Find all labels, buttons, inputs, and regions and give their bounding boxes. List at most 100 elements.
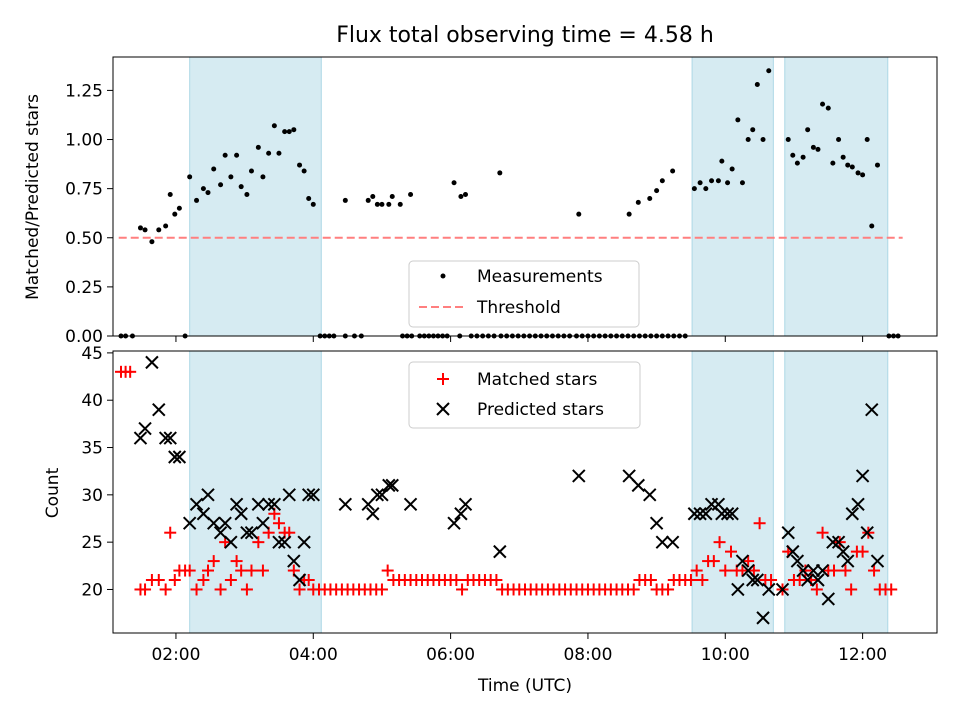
measurement-point <box>715 178 721 184</box>
x-tick-label: 10:00 <box>701 645 750 665</box>
matched-star-point <box>164 526 177 539</box>
measurement-point <box>397 201 403 207</box>
predicted-star-point <box>229 497 244 512</box>
y-tick-label: 40 <box>81 391 103 411</box>
predicted-star-stroke <box>240 525 254 540</box>
matched-star-point <box>190 583 203 596</box>
predicted-star-stroke <box>454 507 468 521</box>
matched-star-point <box>845 583 858 596</box>
matched-star-point <box>207 555 220 568</box>
measurement-point <box>703 186 709 192</box>
x-tick-label: 12:00 <box>838 645 887 665</box>
x-tick-label: 04:00 <box>289 645 338 665</box>
measurement-point <box>379 201 385 207</box>
predicted-star-point <box>138 421 152 436</box>
predicted-star-stroke <box>196 507 211 521</box>
y-tick-label: 1.00 <box>65 131 103 151</box>
predicted-star-point <box>458 497 473 512</box>
predicted-star-stroke <box>725 507 739 521</box>
predicted-star-point <box>786 544 800 559</box>
matched-star-point <box>375 583 388 596</box>
predicted-star-stroke <box>781 525 795 540</box>
predicted-star-point <box>234 507 248 521</box>
matched-star-point <box>293 583 306 596</box>
measurement-point <box>248 168 254 174</box>
x-axis-ticks-bottom: 02:00 04:00 06:00 08:00 10:00 12:00 <box>151 633 887 665</box>
matched-star-point <box>644 574 657 587</box>
matched-star-point <box>197 574 210 587</box>
predicted-star-stroke <box>643 488 657 502</box>
measurement-point <box>659 178 665 184</box>
measurement-point <box>815 146 821 152</box>
measurement-point <box>635 199 641 205</box>
matched-star-point <box>627 583 640 596</box>
predicted-star-stroke <box>699 507 713 521</box>
measurement-point <box>282 129 288 135</box>
predicted-star-point <box>649 516 664 530</box>
measurement-point <box>218 182 224 188</box>
matched-star-point <box>747 564 760 577</box>
measurement-point <box>370 194 376 199</box>
measurement-point <box>301 168 307 174</box>
predicted-star-point <box>836 544 850 559</box>
measurement-point <box>271 123 277 129</box>
measurement-point <box>365 197 371 203</box>
predicted-star-point <box>725 507 739 521</box>
matched-star-point <box>662 583 675 596</box>
predicted-star-stroke <box>301 488 316 502</box>
predicted-star-stroke <box>133 431 148 445</box>
measurement-point <box>167 192 173 198</box>
predicted-star-point <box>870 554 885 568</box>
matched-star-point <box>725 545 737 558</box>
measurement-point <box>310 201 316 207</box>
predicted-star-point <box>207 516 221 530</box>
legend-label-matched: Matched stars <box>477 370 597 390</box>
predicted-star-point <box>731 582 745 597</box>
predicted-star-stroke <box>370 488 385 502</box>
y-tick-label: 45 <box>81 344 103 364</box>
measurement-point <box>874 162 880 168</box>
y-tick-label: 0.25 <box>65 278 103 298</box>
predicted-star-stroke <box>815 563 830 578</box>
measurement-point <box>845 162 851 168</box>
predicted-star-point <box>687 507 702 521</box>
matched-star-point <box>490 574 503 587</box>
legend-box-top <box>408 260 640 328</box>
matched-star-point <box>214 583 227 596</box>
predicted-star-point <box>145 355 159 370</box>
predicted-star-point <box>292 573 307 587</box>
shaded-interval <box>784 350 889 634</box>
predicted-star-stroke <box>731 582 745 597</box>
y-tick-label: 1.25 <box>65 81 103 101</box>
predicted-star-stroke <box>145 355 159 370</box>
y-axis-label-bottom: Count <box>43 467 63 518</box>
predicted-star-point <box>860 525 874 540</box>
predicted-star-point <box>267 497 282 512</box>
predicted-star-stroke <box>865 402 879 417</box>
matched-star-point <box>381 564 394 577</box>
predicted-star-stroke <box>665 535 680 549</box>
count-points <box>115 355 898 625</box>
shaded-interval <box>189 56 322 337</box>
predicted-star-point <box>301 488 316 502</box>
measurement-point <box>163 223 169 229</box>
measurement-point <box>228 174 234 180</box>
predicted-star-stroke <box>796 563 810 578</box>
predicted-star-stroke <box>138 421 152 436</box>
matched-star-point <box>139 583 152 596</box>
predicted-star-stroke <box>244 525 259 540</box>
predicted-star-stroke <box>649 516 664 530</box>
y-tick-label: 0.75 <box>65 180 103 200</box>
predicted-star-stroke <box>338 497 353 512</box>
measurement-point <box>374 201 380 207</box>
predicted-star-point <box>855 469 870 483</box>
matched-star-point <box>753 517 766 530</box>
predicted-star-stroke <box>826 535 840 549</box>
measurement-point <box>864 137 870 143</box>
predicted-star-point <box>251 497 266 512</box>
shaded-interval <box>691 56 774 337</box>
predicted-star-stroke <box>811 573 825 587</box>
predicted-star-stroke <box>756 611 770 625</box>
predicted-star-stroke <box>655 535 670 549</box>
predicted-star-stroke <box>182 516 197 530</box>
